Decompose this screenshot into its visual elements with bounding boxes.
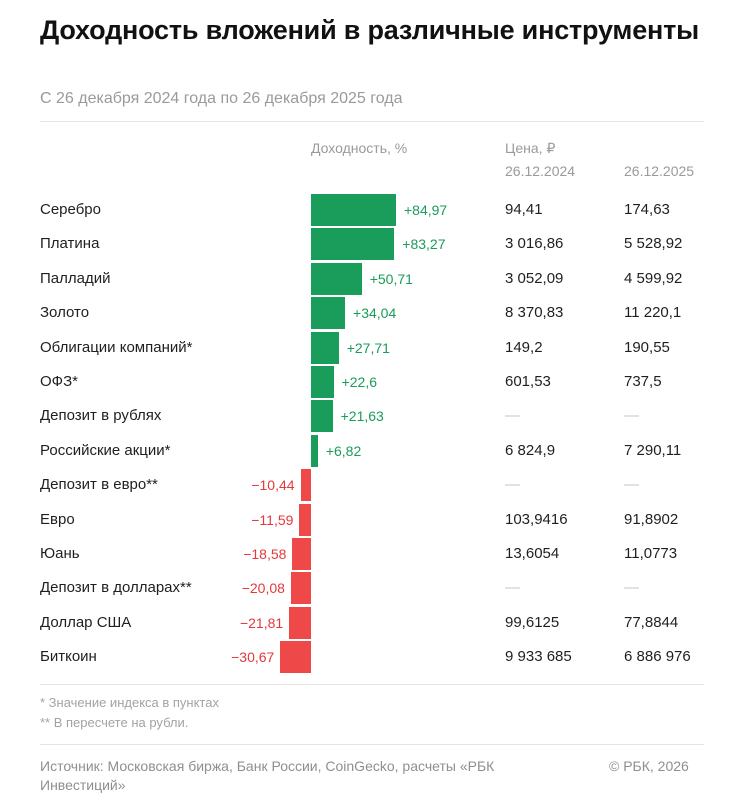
yield-bar — [311, 366, 334, 398]
category-label: Доллар США — [40, 613, 132, 631]
price-2024-value: 13,6054 — [505, 545, 560, 562]
yield-value-label: −18,58 — [243, 546, 287, 562]
date-2025-column-header: 26.12.2025 — [624, 163, 695, 179]
yield-bar — [311, 262, 362, 295]
yield-value-label: −21,81 — [239, 614, 284, 631]
category-label: Юань — [40, 545, 80, 562]
yield-value-label: +6,82 — [325, 442, 362, 459]
yield-bar — [299, 503, 311, 536]
footnote-index: * Значение индекса в пунктах — [40, 695, 219, 710]
category-label: Депозит в рублях — [40, 407, 162, 425]
table-row: Палладий +50,71 3 052,09 4 599,92 — [0, 262, 733, 296]
price-2024-value: 149,2 — [505, 338, 543, 356]
price-2025-value: 5 528,92 — [624, 235, 683, 253]
yield-value-label: −10,44 — [251, 477, 295, 494]
table-row: ОФЗ* +22,6 601,53 737,5 — [0, 365, 733, 399]
yield-bar — [292, 538, 311, 570]
yield-bar — [311, 194, 396, 226]
notes-divider — [40, 684, 704, 685]
price-2025-value: 11 220,1 — [624, 304, 682, 322]
price-2025-value: 190,55 — [624, 338, 670, 356]
yield-value-label: +84,97 — [404, 202, 448, 218]
price-2024-value: 103,9416 — [505, 510, 568, 528]
yield-value-label: −30,67 — [231, 649, 275, 666]
table-row: Депозит в евро** −10,44 — — — [0, 468, 733, 502]
yield-bar — [311, 400, 333, 433]
price-2024-value: 8 370,83 — [505, 304, 564, 322]
header-divider — [40, 121, 704, 122]
price-2024-value: 3 016,86 — [505, 235, 564, 253]
price-2025-value: — — [624, 476, 639, 494]
price-2025-value: 91,8902 — [624, 510, 679, 528]
category-label: Евро — [40, 510, 75, 528]
yield-value-label: +34,04 — [353, 305, 397, 322]
copyright-text: © РБК, 2026 — [609, 758, 689, 774]
category-label: Депозит в долларах** — [40, 579, 192, 597]
price-2025-value: 7 290,11 — [624, 441, 682, 459]
price-2025-value: 77,8844 — [624, 613, 679, 631]
category-label: Российские акции* — [40, 441, 171, 459]
chart-subtitle: С 26 декабря 2024 года по 26 декабря 202… — [40, 90, 403, 107]
yield-bar — [290, 572, 311, 605]
yield-value-label: −20,08 — [241, 580, 285, 597]
yield-value-label: −11,59 — [251, 511, 294, 528]
table-row: Облигации компаний* +27,71 149,2 190,55 — [0, 331, 733, 365]
price-2024-value: — — [505, 476, 520, 494]
table-row: Платина +83,27 3 016,86 5 528,92 — [0, 227, 733, 261]
yield-value-label: +22,6 — [341, 374, 378, 390]
category-label: Облигации компаний* — [40, 338, 193, 356]
footer-divider — [40, 744, 704, 745]
category-label: Платина — [40, 235, 100, 253]
yield-bar — [289, 606, 311, 639]
table-row: Золото +34,04 8 370,83 11 220,1 — [0, 296, 733, 330]
category-label: Палладий — [40, 269, 111, 287]
price-column-header: Цена, ₽ — [505, 140, 556, 156]
table-row: Депозит в рублях +21,63 — — — [0, 399, 733, 433]
price-2024-value: — — [505, 407, 520, 425]
price-2025-value: 737,5 — [624, 373, 662, 390]
yield-bar — [280, 641, 311, 674]
category-label: Золото — [40, 304, 90, 322]
table-row: Депозит в долларах** −20,08 — — — [0, 571, 733, 605]
price-2024-value: 6 824,9 — [505, 441, 556, 459]
yield-bar — [311, 331, 339, 364]
yield-value-label: +27,71 — [346, 339, 390, 356]
table-row: Российские акции* +6,82 6 824,9 7 290,11 — [0, 434, 733, 468]
category-label: Депозит в евро** — [40, 476, 158, 494]
price-2024-value: — — [505, 579, 520, 597]
category-label: Серебро — [40, 201, 101, 218]
price-2024-value: 94,41 — [505, 201, 543, 218]
price-2024-value: 9 933 685 — [505, 648, 572, 666]
table-row: Доллар США −21,81 99,6125 77,8844 — [0, 606, 733, 640]
yield-bar — [311, 297, 346, 330]
price-2025-value: 4 599,92 — [624, 269, 683, 287]
price-2025-value: 174,63 — [624, 201, 670, 218]
yield-bar — [300, 469, 311, 502]
yield-column-header: Доходность, % — [311, 140, 408, 156]
yield-value-label: +21,63 — [340, 408, 384, 425]
price-2024-value: 3 052,09 — [505, 269, 564, 287]
yield-bar — [311, 228, 395, 261]
table-row: Биткоин −30,67 9 933 685 6 886 976 — [0, 640, 733, 674]
yield-bar — [311, 434, 318, 467]
source-text: Источник: Московская биржа, Банк России,… — [40, 758, 495, 793]
category-label: ОФЗ* — [40, 373, 78, 390]
footnote-rubles: ** В пересчете на рубли. — [40, 715, 189, 730]
price-2024-value: 601,53 — [505, 373, 551, 390]
price-2025-value: — — [624, 579, 639, 597]
price-2025-value: — — [624, 407, 639, 425]
price-2024-value: 99,6125 — [505, 613, 560, 631]
chart-title: Доходность вложений в различные инструме… — [40, 15, 700, 45]
table-row: Серебро +84,97 94,41 174,63 — [0, 193, 733, 227]
table-row: Юань −18,58 13,6054 11,0773 — [0, 537, 733, 571]
table-row: Евро −11,59 103,9416 91,8902 — [0, 503, 733, 537]
category-label: Биткоин — [40, 648, 97, 666]
price-2025-value: 11,0773 — [624, 545, 678, 562]
price-2025-value: 6 886 976 — [624, 648, 691, 666]
date-2024-column-header: 26.12.2024 — [505, 163, 576, 179]
yield-value-label: +50,71 — [369, 270, 413, 287]
yield-value-label: +83,27 — [402, 236, 446, 253]
